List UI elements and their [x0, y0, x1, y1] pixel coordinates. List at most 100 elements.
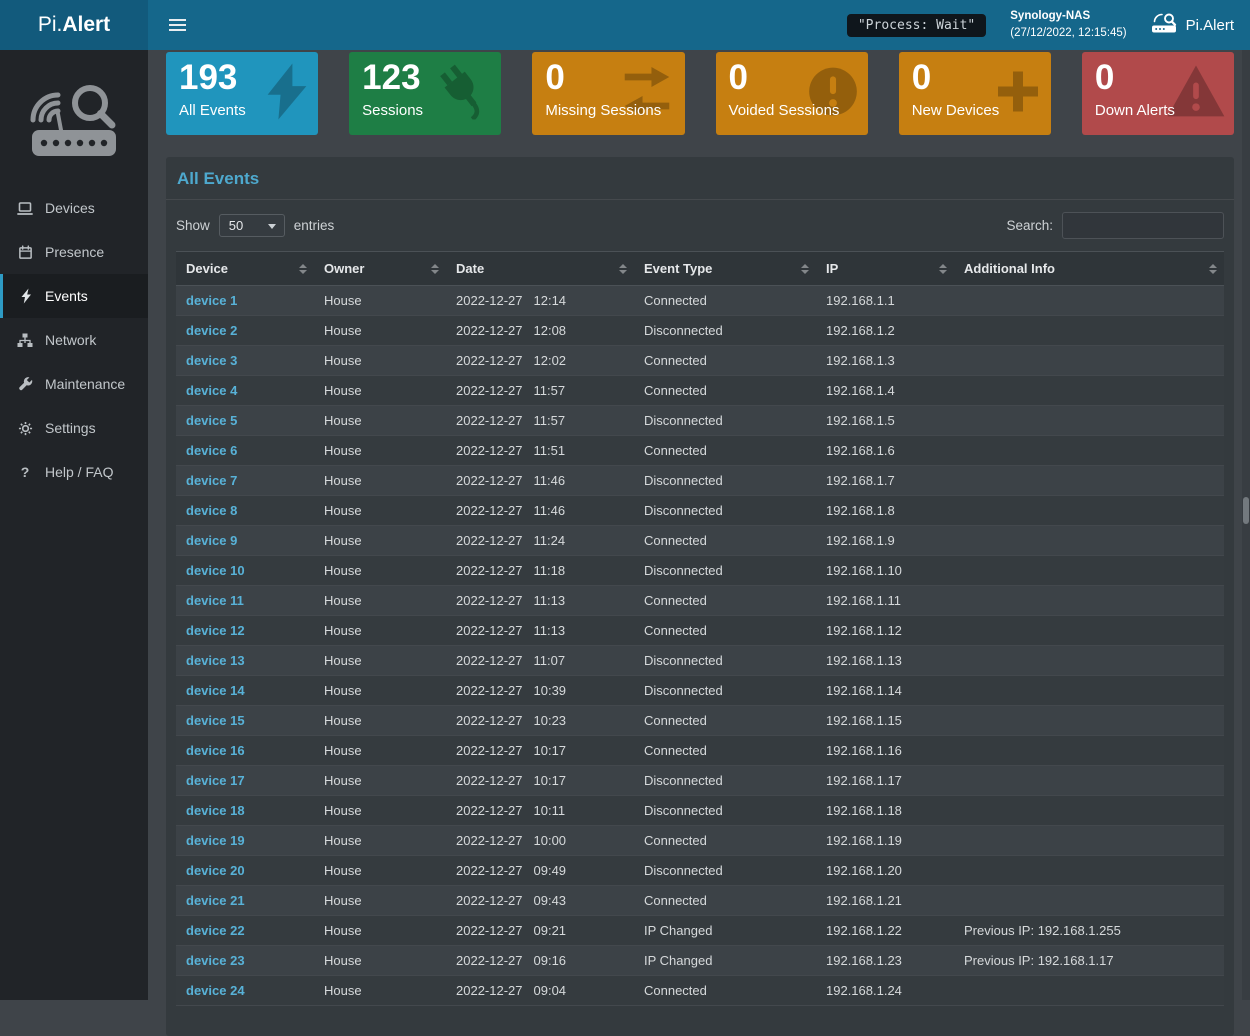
sidebar-item-network[interactable]: Network: [0, 318, 148, 362]
sidebar-item-settings[interactable]: Settings: [0, 406, 148, 450]
date-cell: 2022-12-27 09:04: [446, 975, 634, 1006]
page-scrollbar[interactable]: [1242, 50, 1250, 1000]
stat-card-sessions[interactable]: 123 Sessions: [349, 52, 502, 135]
sidebar-menu: Devices Presence Events: [0, 186, 148, 494]
additional-info-cell: [954, 465, 1224, 496]
device-cell: device 4: [176, 375, 314, 406]
additional-info-cell: [954, 585, 1224, 616]
date-cell: 2022-12-27 09:16: [446, 945, 634, 976]
bolt-icon: [265, 63, 309, 124]
owner-cell: House: [314, 615, 446, 646]
additional-info-cell: [954, 345, 1224, 376]
device-link[interactable]: device 12: [186, 623, 245, 638]
col-header-device[interactable]: Device: [176, 251, 314, 286]
device-cell: device 20: [176, 855, 314, 886]
sort-icon: [939, 263, 947, 274]
sort-icon: [801, 263, 809, 274]
device-link[interactable]: device 6: [186, 443, 238, 458]
event-type-cell: Disconnected: [634, 795, 816, 826]
brand-logo[interactable]: Pi. Alert: [0, 0, 148, 50]
additional-info-cell: [954, 645, 1224, 676]
col-header-ip[interactable]: IP: [816, 251, 954, 286]
page-length-control: Show 50 entries: [176, 214, 334, 237]
col-header-additional-info[interactable]: Additional Info: [954, 251, 1224, 286]
col-header-owner[interactable]: Owner: [314, 251, 446, 286]
table-row: device 3 House 2022-12-27 12:02 Connected…: [176, 345, 1224, 376]
device-link[interactable]: device 20: [186, 863, 245, 878]
date-cell: 2022-12-27 12:14: [446, 285, 634, 316]
sidebar-item-maintenance[interactable]: Maintenance: [0, 362, 148, 406]
device-link[interactable]: device 3: [186, 353, 238, 368]
date-cell: 2022-12-27 12:08: [446, 315, 634, 346]
panel-header: All Events: [166, 157, 1234, 200]
panel-title: All Events: [177, 169, 260, 188]
event-type-cell: Disconnected: [634, 555, 816, 586]
device-cell: device 9: [176, 525, 314, 556]
event-type-cell: Disconnected: [634, 765, 816, 796]
owner-cell: House: [314, 975, 446, 1006]
device-link[interactable]: device 23: [186, 953, 245, 968]
device-link[interactable]: device 15: [186, 713, 245, 728]
sort-icon: [1209, 263, 1217, 274]
device-link[interactable]: device 14: [186, 683, 245, 698]
device-link[interactable]: device 8: [186, 503, 238, 518]
sidebar-toggle-icon[interactable]: [164, 13, 191, 37]
device-link[interactable]: device 16: [186, 743, 245, 758]
additional-info-cell: [954, 975, 1224, 1006]
plug-icon: [436, 63, 492, 124]
page-length-select[interactable]: 50: [218, 214, 285, 237]
stat-card-new-devices[interactable]: 0 New Devices: [898, 52, 1051, 135]
device-link[interactable]: device 11: [186, 593, 244, 608]
date-cell: 2022-12-27 11:07: [446, 645, 634, 676]
device-cell: device 19: [176, 825, 314, 856]
device-link[interactable]: device 22: [186, 923, 245, 938]
sidebar-item-devices[interactable]: Devices: [0, 186, 148, 230]
ip-cell: 192.168.1.17: [816, 765, 954, 796]
device-link[interactable]: device 5: [186, 413, 238, 428]
device-link[interactable]: device 4: [186, 383, 238, 398]
bolt-icon: [16, 288, 34, 304]
device-link[interactable]: device 9: [186, 533, 238, 548]
scrollbar-thumb[interactable]: [1243, 497, 1249, 524]
table-row: device 4 House 2022-12-27 11:57 Connected…: [176, 375, 1224, 406]
sidebar-item-events[interactable]: Events: [0, 274, 148, 318]
laptop-icon: [16, 201, 34, 216]
owner-cell: House: [314, 345, 446, 376]
owner-cell: House: [314, 945, 446, 976]
device-link[interactable]: device 21: [186, 893, 245, 908]
topbar-nav: "Process: Wait" Synology-NAS (27/12/2022…: [148, 0, 1250, 50]
stat-label: Missing Sessions: [545, 101, 662, 119]
stat-card-missing-sessions[interactable]: 0 Missing Sessions: [532, 52, 685, 135]
device-link[interactable]: device 7: [186, 473, 238, 488]
sidebar-item-presence[interactable]: Presence: [0, 230, 148, 274]
device-link[interactable]: device 13: [186, 653, 245, 668]
device-link[interactable]: device 24: [186, 983, 245, 998]
topbar-app-link[interactable]: Pi.Alert: [1151, 12, 1234, 38]
device-link[interactable]: device 17: [186, 773, 245, 788]
date-cell: 2022-12-27 11:46: [446, 465, 634, 496]
device-cell: device 5: [176, 405, 314, 436]
network-icon: [16, 333, 34, 348]
search-input[interactable]: [1062, 212, 1224, 239]
stat-card-all-events[interactable]: 193 All Events: [166, 52, 319, 135]
device-link[interactable]: device 10: [186, 563, 245, 578]
sidebar: Devices Presence Events: [0, 50, 148, 1000]
table-row: device 16 House 2022-12-27 10:17 Connecte…: [176, 735, 1224, 766]
col-header-event-type[interactable]: Event Type: [634, 251, 816, 286]
ip-cell: 192.168.1.20: [816, 855, 954, 886]
topbar-right: "Process: Wait" Synology-NAS (27/12/2022…: [846, 8, 1234, 41]
ip-cell: 192.168.1.1: [816, 285, 954, 316]
owner-cell: House: [314, 705, 446, 736]
sort-icon: [619, 263, 627, 274]
device-link[interactable]: device 2: [186, 323, 238, 338]
device-cell: device 22: [176, 915, 314, 946]
event-type-cell: Connected: [634, 435, 816, 466]
stat-card-down-alerts[interactable]: 0 Down Alerts: [1081, 52, 1235, 135]
sidebar-item-help[interactable]: ? Help / FAQ: [0, 450, 148, 494]
device-link[interactable]: device 18: [186, 803, 245, 818]
device-link[interactable]: device 1: [186, 293, 238, 308]
device-link[interactable]: device 19: [186, 833, 245, 848]
stat-card-voided-sessions[interactable]: 0 Voided Sessions: [715, 52, 868, 135]
col-header-date[interactable]: Date: [446, 251, 634, 286]
owner-cell: House: [314, 645, 446, 676]
